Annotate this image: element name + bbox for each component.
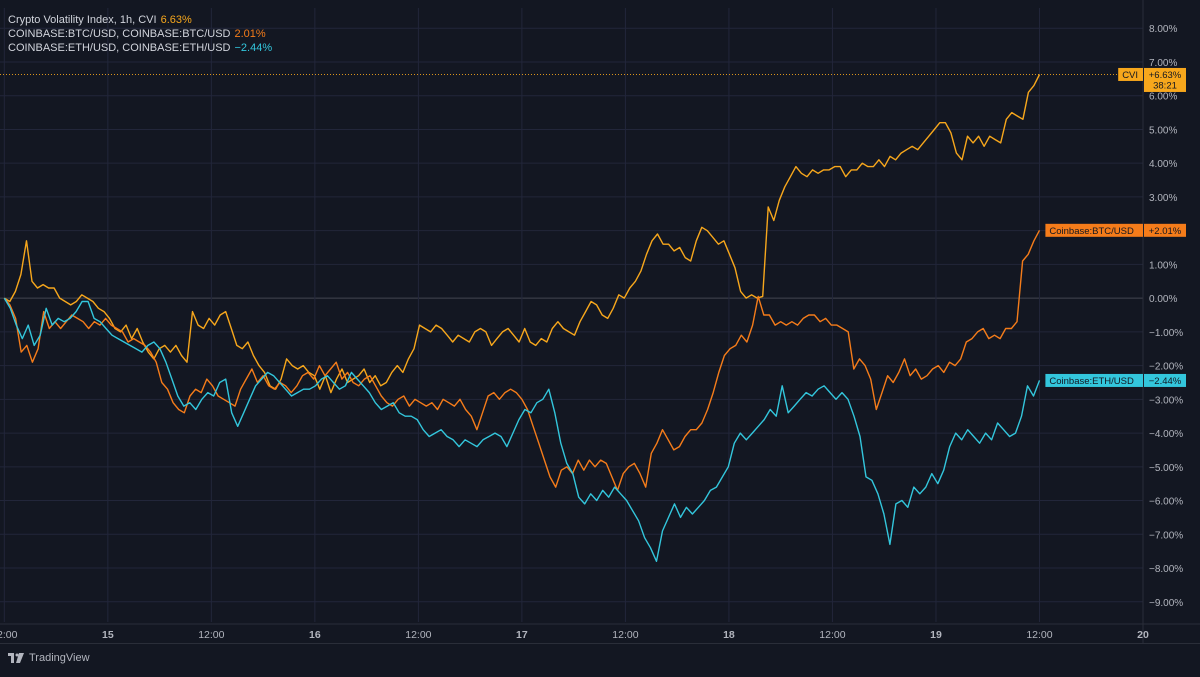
- brand-name: TradingView: [29, 652, 90, 664]
- legend-value-btc: 2.01%: [234, 28, 266, 40]
- series-line-coinbase-eth-usd[interactable]: [3, 297, 1041, 562]
- footer-bar: TradingView: [0, 643, 1200, 672]
- y-tick-label: −8.00%: [1149, 564, 1183, 575]
- series-countdown-label: 38:21: [1153, 80, 1177, 91]
- series-price-label-bg: [1144, 373, 1186, 387]
- legend-label-cvi: Crypto Volatility Index, 1h, CVI: [8, 14, 157, 26]
- legend-row-cvi[interactable]: Crypto Volatility Index, 1h, CVI 6.63%: [8, 13, 272, 27]
- series-price-label: +6.63%: [1149, 70, 1182, 81]
- y-tick-label: 4.00%: [1149, 159, 1177, 170]
- series-price-label: −2.44%: [1149, 376, 1182, 387]
- y-tick-label: 6.00%: [1149, 92, 1177, 103]
- x-tick-label: 19: [930, 629, 942, 641]
- series-name-label: CVI: [1122, 70, 1138, 81]
- x-tick-label: 17: [516, 629, 528, 641]
- series-price-label: +2.01%: [1149, 226, 1182, 237]
- series-line-cvi[interactable]: [3, 74, 1041, 394]
- x-tick-label: 12:00: [1026, 629, 1052, 641]
- series-name-label: Coinbase:ETH/USD: [1049, 376, 1134, 387]
- series-name-label-bg: [1118, 67, 1143, 81]
- chart-legend: Crypto Volatility Index, 1h, CVI 6.63% CO…: [8, 13, 272, 55]
- y-tick-label: −1.00%: [1149, 328, 1183, 339]
- legend-value-eth: −2.44%: [234, 42, 273, 54]
- legend-label-btc: COINBASE:BTC/USD, COINBASE:BTC/USD: [8, 28, 231, 40]
- x-tick-label: 12:00: [405, 629, 431, 641]
- y-tick-label: 0.00%: [1149, 294, 1177, 305]
- legend-row-eth[interactable]: COINBASE:ETH/USD, COINBASE:ETH/USD −2.44%: [8, 41, 272, 55]
- x-tick-label: 15: [102, 629, 114, 641]
- tradingview-logo-icon: [8, 653, 24, 663]
- x-tick-label: 18: [723, 629, 735, 641]
- series-price-label-bg: [1144, 67, 1186, 92]
- legend-value-cvi: 6.63%: [160, 14, 192, 26]
- x-tick-label: 12:00: [0, 629, 18, 641]
- y-tick-label: 1.00%: [1149, 260, 1177, 271]
- x-tick-label: 12:00: [819, 629, 845, 641]
- y-tick-label: −4.00%: [1149, 429, 1183, 440]
- y-tick-label: −3.00%: [1149, 395, 1183, 406]
- x-tick-label: 12:00: [198, 629, 224, 641]
- x-tick-label: 12:00: [612, 629, 638, 641]
- y-tick-label: −6.00%: [1149, 497, 1183, 508]
- series-line-coinbase-btc-usd[interactable]: [3, 229, 1041, 492]
- x-tick-label: 16: [309, 629, 321, 641]
- y-tick-label: 5.00%: [1149, 125, 1177, 136]
- series-price-label-bg: [1144, 223, 1186, 237]
- tradingview-brand[interactable]: TradingView: [8, 652, 90, 664]
- legend-row-btc[interactable]: COINBASE:BTC/USD, COINBASE:BTC/USD 2.01%: [8, 27, 272, 41]
- y-tick-label: 7.00%: [1149, 58, 1177, 69]
- y-tick-label: −9.00%: [1149, 598, 1183, 609]
- y-tick-label: −2.00%: [1149, 362, 1183, 373]
- y-tick-label: 8.00%: [1149, 24, 1177, 35]
- y-tick-label: −5.00%: [1149, 463, 1183, 474]
- legend-label-eth: COINBASE:ETH/USD, COINBASE:ETH/USD: [8, 42, 231, 54]
- series-name-label-bg: [1045, 223, 1143, 237]
- series-name-label: Coinbase:BTC/USD: [1049, 226, 1134, 237]
- series-name-label-bg: [1045, 373, 1143, 387]
- y-tick-label: −7.00%: [1149, 530, 1183, 541]
- y-tick-label: 3.00%: [1149, 193, 1177, 204]
